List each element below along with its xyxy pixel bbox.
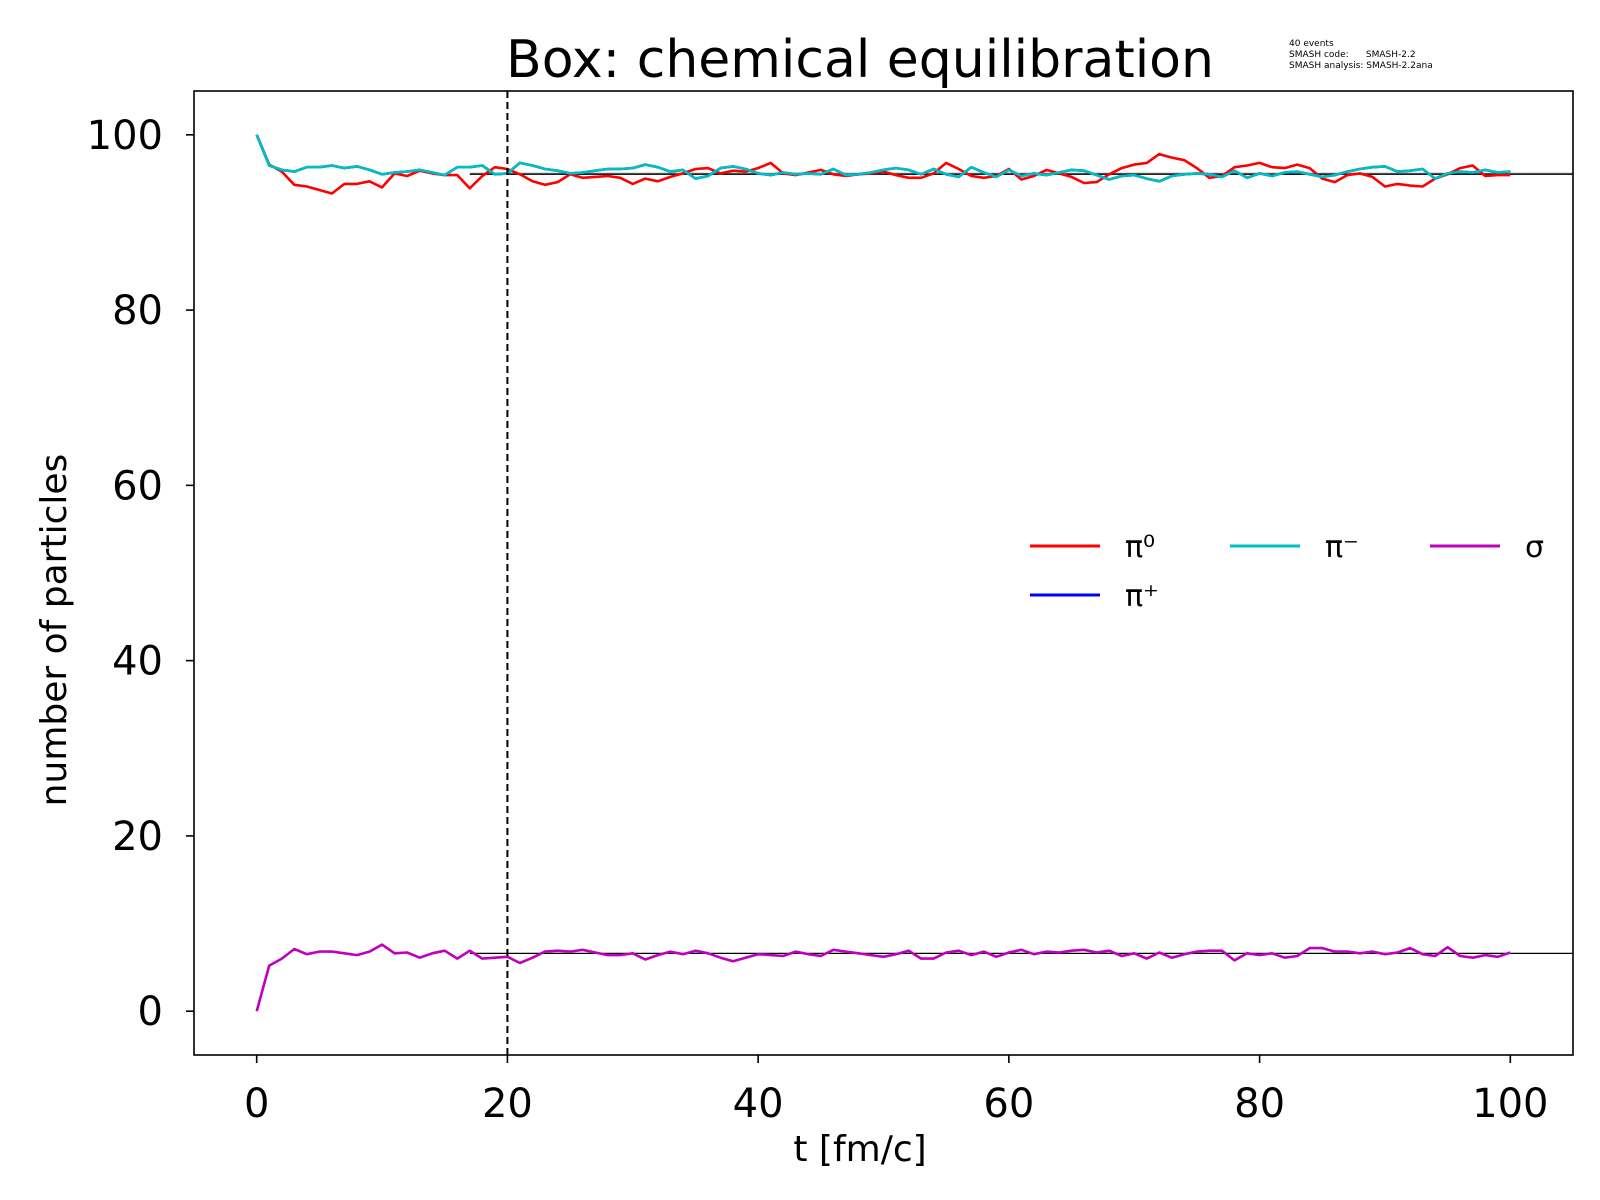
plot-area <box>255 91 1573 1055</box>
x-tick-label: 60 <box>983 1081 1034 1127</box>
x-tick-label: 0 <box>244 1081 269 1127</box>
x-axis-label: t [fm/c] <box>793 1129 926 1170</box>
info-box: 40 events SMASH code: SMASH-2.2 SMASH an… <box>1289 39 1433 71</box>
x-tick-label: 40 <box>733 1081 784 1127</box>
y-tick-label: 0 <box>138 989 163 1035</box>
info-code: SMASH code: SMASH-2.2 <box>1289 50 1416 60</box>
chart-title: Box: chemical equilibration <box>506 30 1214 90</box>
y-tick-label: 80 <box>112 288 163 334</box>
y-tick-label: 40 <box>112 639 163 685</box>
x-tick-label: 80 <box>1234 1081 1285 1127</box>
legend-label-4: σ <box>1525 530 1544 565</box>
series-line-4 <box>255 943 1511 1012</box>
y-tick-label: 20 <box>112 814 163 860</box>
series-line-3 <box>255 134 1511 183</box>
series-line-1 <box>255 134 1511 195</box>
y-tick-label: 100 <box>87 113 163 159</box>
info-events: 40 events <box>1289 39 1334 49</box>
legend-label-3: π⁻ <box>1325 530 1359 565</box>
y-tick-label: 60 <box>112 463 163 509</box>
y-axis-label: number of particles <box>34 454 75 807</box>
axes: 0 20 40 60 80 100 0 20 40 60 80 100 <box>87 90 1574 1127</box>
legend: π⁰ π⁺ π⁻ σ <box>1030 530 1544 614</box>
x-tick-label: 100 <box>1472 1081 1548 1127</box>
info-analysis: SMASH analysis: SMASH-2.2ana <box>1289 61 1433 71</box>
axes-frame <box>193 90 1574 1056</box>
x-tick-label: 20 <box>482 1081 533 1127</box>
legend-label-1: π⁰ <box>1125 530 1155 565</box>
legend-label-2: π⁺ <box>1125 579 1159 614</box>
